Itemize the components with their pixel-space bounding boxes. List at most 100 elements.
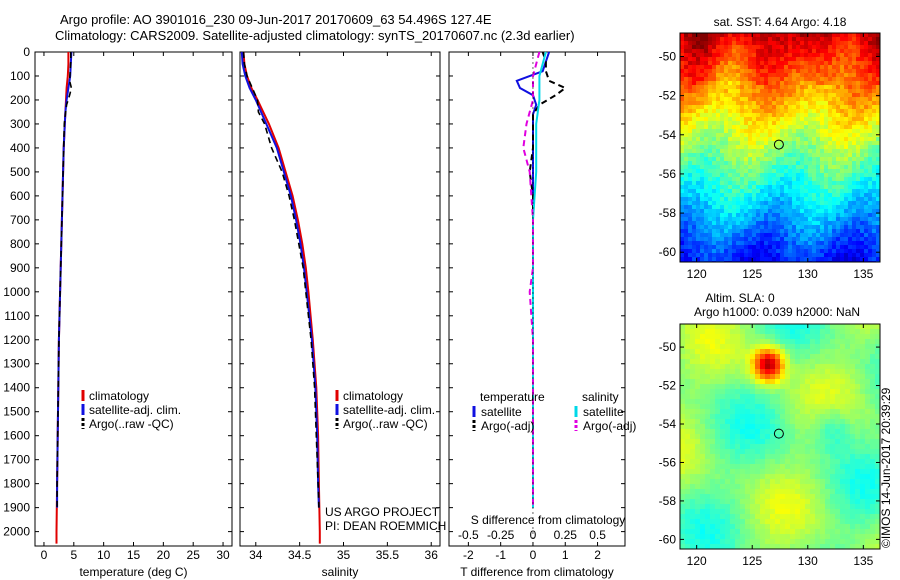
heatmap-cell xyxy=(856,105,860,109)
heatmap-cell xyxy=(875,459,880,464)
heatmap-cell xyxy=(860,439,865,444)
heatmap-cell xyxy=(705,504,710,509)
heatmap-cell xyxy=(764,165,768,169)
heatmap-cell xyxy=(805,419,810,424)
heatmap-cell xyxy=(716,233,720,237)
y-tick-label: 1600 xyxy=(3,429,30,443)
heatmap-cell xyxy=(860,33,864,37)
heatmap-cell xyxy=(860,384,865,389)
heatmap-cell xyxy=(864,209,868,213)
heatmap-cell xyxy=(820,404,825,409)
heatmap-cell xyxy=(760,133,764,137)
heatmap-cell xyxy=(712,157,716,161)
heatmap-cell xyxy=(720,349,725,354)
heatmap-cell xyxy=(820,149,824,153)
heatmap-cell xyxy=(844,137,848,141)
heatmap-cell xyxy=(825,424,830,429)
heatmap-cell xyxy=(840,149,844,153)
heatmap-cell xyxy=(690,484,695,489)
heatmap-cell xyxy=(715,424,720,429)
heatmap-cell xyxy=(805,344,810,349)
heatmap-cell xyxy=(865,409,870,414)
heatmap-cell xyxy=(788,73,792,77)
heatmap-cell xyxy=(740,394,745,399)
heatmap-cell xyxy=(840,257,844,261)
heatmap-cell xyxy=(708,237,712,241)
heatmap-cell xyxy=(765,384,770,389)
heatmap-cell xyxy=(864,253,868,257)
heatmap-cell xyxy=(795,544,800,549)
heatmap-cell xyxy=(824,33,828,37)
heatmap-cell xyxy=(712,177,716,181)
heatmap-cell xyxy=(745,399,750,404)
heatmap-cell xyxy=(868,37,872,41)
heatmap-cell xyxy=(860,379,865,384)
heatmap-cell xyxy=(812,117,816,121)
heatmap-cell xyxy=(730,354,735,359)
heatmap-cell xyxy=(844,125,848,129)
heatmap-cell xyxy=(784,221,788,225)
heatmap-cell xyxy=(775,324,780,329)
heatmap-cell xyxy=(720,257,724,261)
heatmap-cell xyxy=(705,409,710,414)
heatmap-cell xyxy=(680,201,684,205)
heatmap-cell xyxy=(732,237,736,241)
heatmap-cell xyxy=(828,73,832,77)
heatmap-cell xyxy=(776,81,780,85)
heatmap-cell xyxy=(696,257,700,261)
heatmap-cell xyxy=(776,169,780,173)
heatmap-cell xyxy=(684,161,688,165)
heatmap-cell xyxy=(850,334,855,339)
heatmap-cell xyxy=(685,344,690,349)
heatmap-cell xyxy=(836,237,840,241)
heatmap-cell xyxy=(868,157,872,161)
heatmap-cell xyxy=(784,185,788,189)
heatmap-cell xyxy=(796,73,800,77)
heatmap-cell xyxy=(685,394,690,399)
heatmap-cell xyxy=(725,534,730,539)
heatmap-cell xyxy=(710,389,715,394)
heatmap-cell xyxy=(830,529,835,534)
heatmap-cell xyxy=(804,77,808,81)
heatmap-cell xyxy=(688,173,692,177)
heatmap-cell xyxy=(872,257,876,261)
y-tick-label: 1700 xyxy=(3,453,30,467)
heatmap-cell xyxy=(828,193,832,197)
heatmap-cell xyxy=(780,349,785,354)
heatmap-cell xyxy=(700,384,705,389)
heatmap-cell xyxy=(720,399,725,404)
heatmap-cell xyxy=(876,197,880,201)
heatmap-cell xyxy=(796,257,800,261)
heatmap-cell xyxy=(785,459,790,464)
map-frame-sla-map xyxy=(679,323,881,550)
heatmap-cell xyxy=(875,519,880,524)
heatmap-cell xyxy=(710,524,715,529)
heatmap-cell xyxy=(764,185,768,189)
heatmap-cell xyxy=(760,229,764,233)
heatmap-cell xyxy=(760,89,764,93)
heatmap-cell xyxy=(828,137,832,141)
heatmap-cell xyxy=(830,454,835,459)
heatmap-cell xyxy=(744,241,748,245)
heatmap-cell xyxy=(712,53,716,57)
heatmap-cell xyxy=(760,241,764,245)
heatmap-cell xyxy=(736,249,740,253)
heatmap-cell xyxy=(748,209,752,213)
heatmap-cell xyxy=(700,359,705,364)
heatmap-cell xyxy=(870,364,875,369)
heatmap-cell xyxy=(700,504,705,509)
heatmap-cell xyxy=(745,494,750,499)
heatmap-cell xyxy=(760,213,764,217)
heatmap-cell xyxy=(828,161,832,165)
heatmap-cell xyxy=(724,245,728,249)
heatmap-cell xyxy=(808,225,812,229)
heatmap-cell xyxy=(692,221,696,225)
heatmap-cell xyxy=(860,464,865,469)
heatmap-cell xyxy=(804,237,808,241)
heatmap-cell xyxy=(768,161,772,165)
heatmap-cell xyxy=(756,205,760,209)
heatmap-cell xyxy=(684,85,688,89)
heatmap-cell xyxy=(730,329,735,334)
heatmap-cell xyxy=(792,157,796,161)
heatmap-cell xyxy=(720,364,725,369)
